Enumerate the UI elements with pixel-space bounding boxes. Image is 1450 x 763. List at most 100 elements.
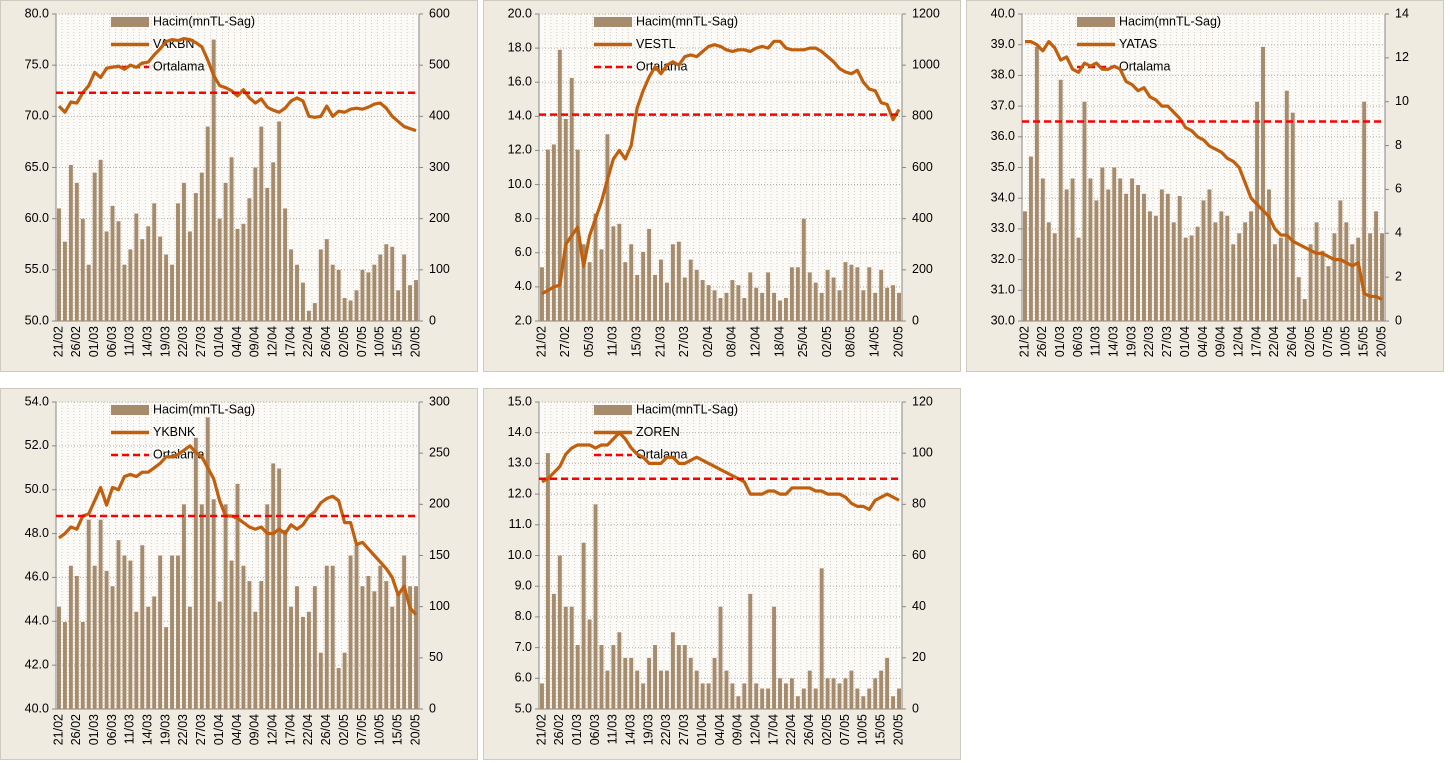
bar — [891, 285, 896, 321]
bar — [760, 292, 765, 321]
x-tick-label: 20/05 — [891, 714, 905, 745]
y2-tick-label: 4 — [1395, 226, 1402, 240]
bar — [1189, 235, 1194, 321]
y-tick-label: 46.0 — [25, 570, 49, 584]
bar — [861, 696, 866, 709]
bar — [68, 164, 73, 321]
legend-label: Hacim(mnTL-Sag) — [636, 402, 738, 416]
bar — [605, 670, 610, 709]
bar — [599, 249, 604, 321]
y-tick-label: 12.0 — [508, 143, 532, 157]
y-tick-label: 50.0 — [25, 482, 49, 496]
y-tick-label: 14.0 — [508, 425, 532, 439]
x-tick-label: 19/03 — [1124, 326, 1138, 357]
bar — [1064, 189, 1069, 321]
bar — [152, 203, 157, 321]
bar — [540, 683, 544, 709]
bar — [414, 280, 418, 321]
bar — [390, 606, 395, 709]
bar — [306, 310, 311, 321]
legend-label: YKBNK — [153, 425, 196, 439]
bar — [629, 657, 634, 709]
bar — [1201, 200, 1206, 321]
bar — [354, 290, 359, 321]
bar — [778, 300, 782, 321]
bar — [265, 187, 270, 321]
bar — [1040, 178, 1045, 321]
bar — [873, 678, 878, 709]
y-tick-label: 75.0 — [25, 57, 49, 71]
y-tick-label: 9.0 — [515, 578, 532, 592]
bar — [593, 504, 598, 709]
bar — [1243, 222, 1248, 321]
price-line — [541, 431, 900, 512]
x-tick-label: 01/03 — [570, 714, 584, 745]
bar — [748, 593, 753, 709]
y-tick-label: 44.0 — [25, 614, 49, 628]
bar — [110, 205, 115, 321]
bar — [736, 696, 741, 709]
y-tick-label: 5.0 — [515, 701, 532, 715]
bar — [217, 601, 222, 709]
bar — [581, 542, 586, 709]
y-tick-label: 55.0 — [25, 262, 49, 276]
bar — [1159, 189, 1164, 321]
price-line — [1024, 40, 1383, 301]
y-tick-label: 6.0 — [515, 245, 532, 259]
bar — [253, 167, 258, 321]
bar — [283, 208, 288, 321]
bar — [86, 264, 91, 321]
y-tick-label: 7.0 — [515, 640, 532, 654]
bar — [1207, 189, 1212, 321]
y-tick-label: 2.0 — [515, 313, 532, 327]
y-tick-label: 60.0 — [25, 211, 49, 225]
x-tick-label: 26/02 — [552, 714, 566, 745]
bar — [318, 249, 323, 321]
x-tick-label: 01/04 — [212, 326, 226, 357]
y2-tick-label: 100 — [429, 262, 450, 276]
x-tick-label: 14/03 — [624, 714, 638, 745]
bar — [843, 262, 848, 321]
legend-label: Ortalama — [1119, 59, 1170, 73]
bar — [80, 218, 85, 321]
bar — [1023, 211, 1027, 321]
bar — [789, 678, 794, 709]
bar — [617, 632, 622, 709]
bar — [199, 504, 204, 709]
bar — [754, 683, 759, 709]
y-tick-label: 32.0 — [991, 252, 1015, 266]
legend-swatch — [594, 17, 632, 27]
bar — [736, 285, 741, 321]
bar — [86, 519, 91, 709]
x-tick-label: 21/02 — [51, 714, 65, 745]
y-tick-label: 8.0 — [515, 609, 532, 623]
legend-swatch — [111, 405, 149, 415]
y-tick-label: 48.0 — [25, 526, 49, 540]
bar — [372, 264, 377, 321]
bar — [360, 586, 365, 709]
y2-tick-label: 300 — [429, 160, 450, 174]
bar — [855, 267, 860, 321]
bar — [74, 575, 79, 709]
bar — [223, 504, 228, 709]
x-tick-label: 11/03 — [606, 326, 620, 356]
x-tick-label: 10/05 — [1339, 326, 1353, 357]
bar — [235, 228, 240, 321]
y2-tick-label: 600 — [912, 160, 933, 174]
bar — [730, 683, 735, 709]
bar — [754, 287, 759, 321]
bar — [813, 282, 818, 321]
bar — [1332, 233, 1337, 321]
bar — [306, 611, 311, 709]
bar — [611, 645, 616, 709]
y2-tick-label: 8 — [1395, 138, 1402, 152]
x-tick-label: 01/04 — [212, 714, 226, 745]
x-tick-label: 14/05 — [868, 326, 882, 357]
y-tick-label: 10.0 — [508, 177, 532, 191]
x-tick-label: 26/04 — [319, 714, 333, 745]
x-tick-label: 19/03 — [158, 714, 172, 745]
x-tick-label: 11/03 — [1089, 326, 1103, 356]
x-tick-label: 02/04 — [701, 326, 715, 357]
x-tick-label: 06/03 — [105, 326, 119, 357]
bar — [1272, 244, 1277, 321]
